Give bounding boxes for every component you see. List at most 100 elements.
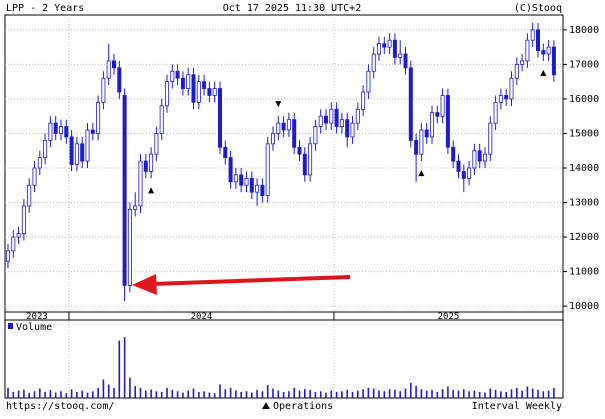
volume-legend-swatch [8,323,13,329]
candle-body [175,70,180,79]
candle-body [323,115,328,124]
candle-body [112,60,117,69]
candle-body [536,29,541,51]
candle-body [149,153,154,172]
candle-body [69,136,74,165]
candle-body [143,160,148,172]
y-tick-label: 12000 [569,232,599,243]
candle-body [286,119,291,131]
candle-body [398,53,403,58]
candle-body [435,112,440,117]
candle-body [530,29,535,41]
candle-body [329,108,334,124]
y-tick-label: 18000 [569,25,599,36]
candle-body [27,184,32,207]
candle-body [32,167,37,186]
candle-body [419,129,424,155]
y-tick-label: 14000 [569,163,599,174]
candle-body [48,122,53,141]
operation-marker [148,187,155,194]
candle-body [37,157,42,169]
y-tick-label: 16000 [569,94,599,105]
candle-body [445,95,450,148]
candle-body [117,67,122,93]
candle-body [260,184,265,197]
candle-body [170,70,175,83]
candle-body [414,139,419,155]
candle-body [467,167,472,179]
candle-body [101,77,106,103]
candle-body [191,74,196,103]
candle-body [85,129,90,162]
candle-body [313,126,318,145]
candle-body [451,146,456,162]
candle-body [64,126,69,138]
candle-body [59,126,64,134]
candle-body [546,46,551,55]
candle-body [249,177,254,193]
candle-body [11,236,16,252]
y-tick-label: 10000 [569,301,599,312]
candle-body [127,209,132,286]
operation-marker [540,69,547,76]
candle-body [180,77,185,89]
volume-frame [4,319,564,399]
candle-body [520,60,525,65]
candle-body [440,95,445,117]
candle-body [154,133,159,155]
year-label: 2023 [26,312,48,322]
candle-body [80,143,85,162]
candle-body [223,146,228,159]
candle-body [308,143,313,176]
candle-body [461,171,466,179]
candle-body [164,81,169,107]
candle-body [525,39,530,62]
candle-body [382,43,387,48]
candle-body [21,205,26,235]
candle-body [16,233,21,238]
y-tick-label: 11000 [569,267,599,278]
candle-body [270,133,275,145]
operations-icon [262,402,270,409]
candle-body [196,81,201,103]
candle-body [281,122,286,131]
candle-body [345,119,350,138]
y-tick-label: 17000 [569,59,599,70]
candle-body [514,63,519,79]
chart-title: LPP - 2 Years [6,3,84,14]
candle-body [551,46,556,76]
candle-body [361,91,366,110]
candle-body [96,101,101,134]
candle-body [477,150,482,162]
candle-body [255,184,260,193]
annotation-arrow-head [132,274,157,295]
candle-body [392,39,397,58]
candle-body [228,157,233,183]
year-label: 2025 [438,312,460,322]
candle-body [292,119,297,148]
y-tick-label: 15000 [569,128,599,139]
year-band [4,311,564,321]
candle-body [456,160,461,172]
source: (C)Stooq [514,3,562,14]
year-label: 2024 [191,312,213,322]
candle-body [74,143,79,165]
candle-body [371,53,376,72]
candle-body [424,129,429,138]
candle-body [276,122,281,134]
candle-body [212,88,217,96]
candle-body [482,153,487,162]
candle-body [504,95,509,100]
candle-body [493,101,498,124]
interval-label: Interval Weekly [472,401,562,412]
candle-body [122,95,127,286]
candle-body [186,74,191,89]
candle-body [509,77,514,100]
candle-body [387,39,392,48]
candle-body [297,146,302,155]
operation-marker [275,101,282,108]
candle-body [239,174,244,186]
candle-body [498,95,503,103]
candle-body [472,150,477,169]
